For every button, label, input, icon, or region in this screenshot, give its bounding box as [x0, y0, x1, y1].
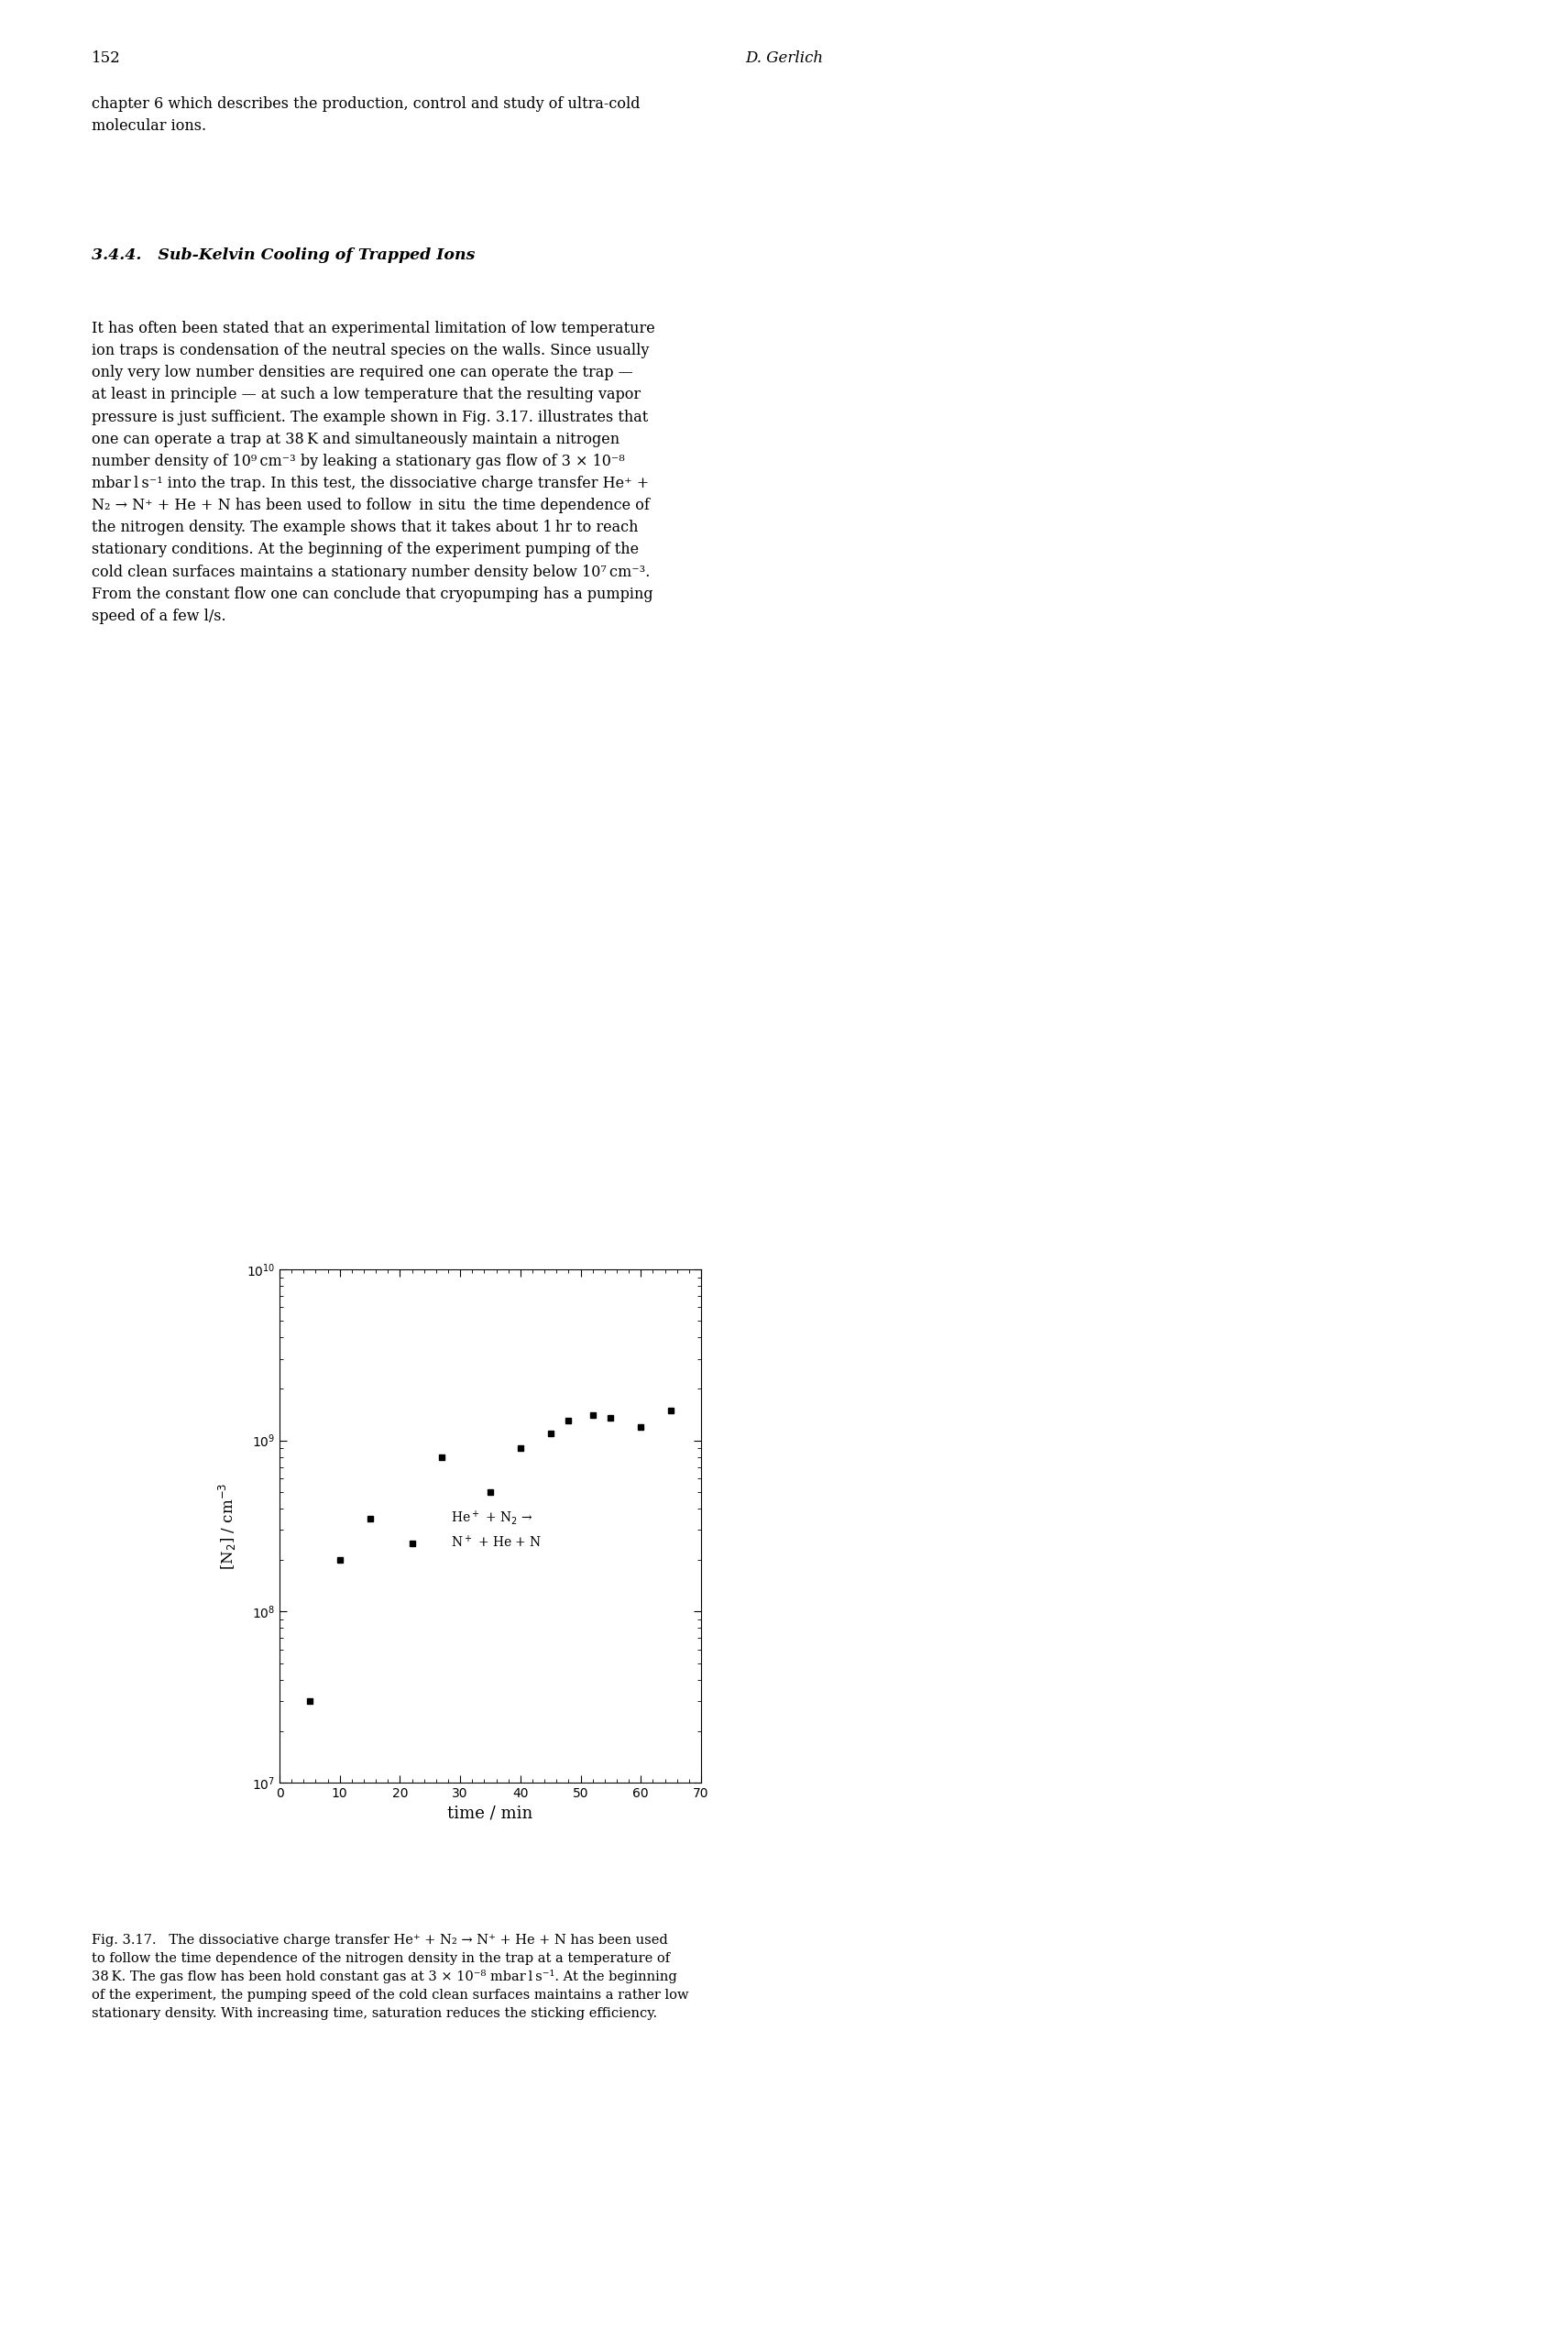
- Y-axis label: [N$_2$] / cm$^{-3}$: [N$_2$] / cm$^{-3}$: [218, 1482, 238, 1569]
- Text: chapter 6 which describes the production, control and study of ultra-cold
molecu: chapter 6 which describes the production…: [91, 96, 640, 133]
- Text: D. Gerlich: D. Gerlich: [745, 51, 823, 65]
- Text: He$^+$ + N$_2$ →
N$^+$ + He + N: He$^+$ + N$_2$ → N$^+$ + He + N: [452, 1508, 543, 1550]
- Text: It has often been stated that an experimental limitation of low temperature
ion : It has often been stated that an experim…: [91, 320, 655, 624]
- Text: 3.4.4.   Sub-Kelvin Cooling of Trapped Ions: 3.4.4. Sub-Kelvin Cooling of Trapped Ion…: [91, 248, 475, 264]
- Text: Fig. 3.17.   The dissociative charge transfer He⁺ + N₂ → N⁺ + He + N has been us: Fig. 3.17. The dissociative charge trans…: [91, 1934, 688, 2020]
- Text: 152: 152: [91, 51, 121, 65]
- X-axis label: time / min: time / min: [447, 1805, 533, 1821]
